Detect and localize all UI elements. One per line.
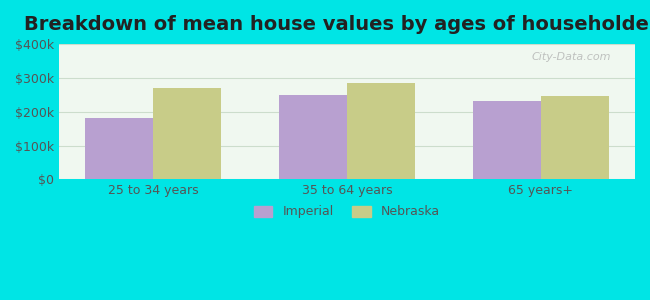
Bar — [473, 101, 541, 179]
Bar — [347, 83, 415, 179]
Legend: Imperial, Nebraska: Imperial, Nebraska — [248, 199, 447, 225]
Bar — [85, 118, 153, 179]
Title: Breakdown of mean house values by ages of householders: Breakdown of mean house values by ages o… — [24, 15, 650, 34]
Bar — [541, 96, 609, 179]
Text: City-Data.com: City-Data.com — [531, 52, 611, 62]
Bar — [279, 95, 347, 179]
Bar — [153, 88, 221, 179]
